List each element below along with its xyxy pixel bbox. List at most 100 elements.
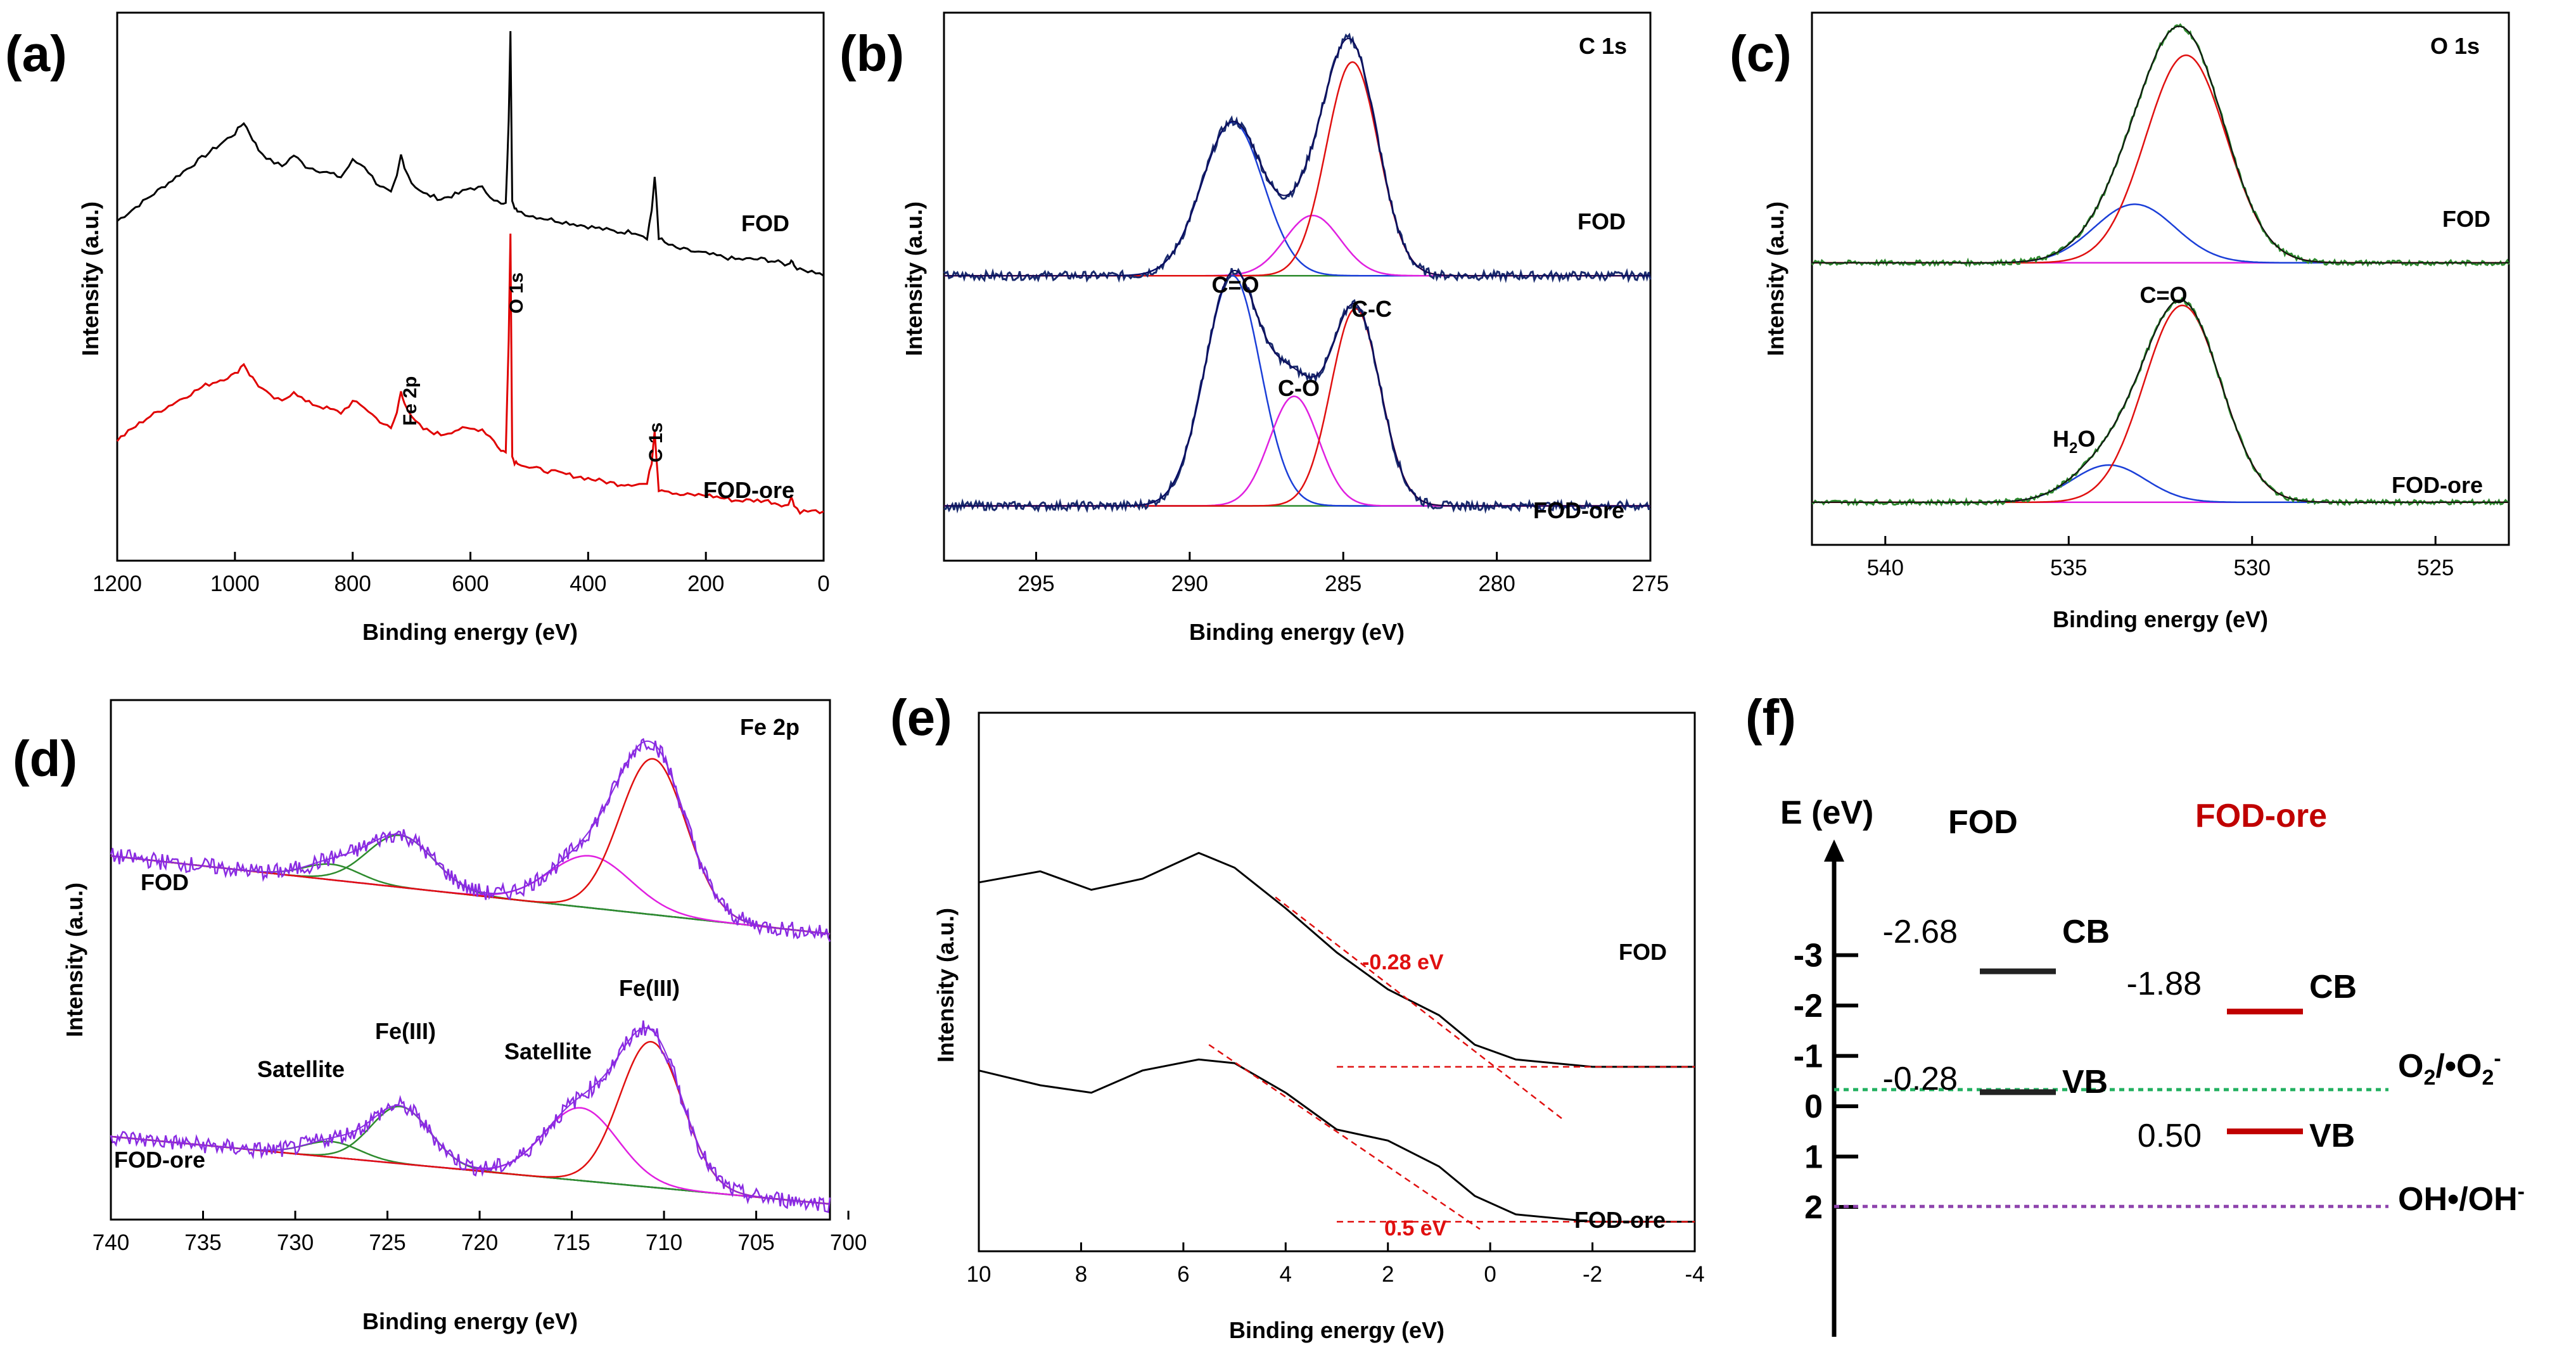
redox-oh-base: OH•/OH [2398, 1181, 2518, 1218]
panel-d-fit-envelope-fod-ore [110, 1027, 831, 1205]
panel-c-fit-envelope-fod-ore [1812, 299, 2509, 503]
panel-e-letter: (e) [890, 689, 952, 746]
panel-e-x-label: Binding energy (eV) [1229, 1317, 1444, 1343]
panel-f-energy-axis: -3 -2 -1 0 1 2 [1794, 839, 1858, 1337]
panel-e-edge-label-fod: -0.28 eV [1362, 950, 1444, 974]
panel-b-series-label-fod: FOD [1578, 208, 1626, 234]
panel-c-water-sub: 2 [2069, 440, 2077, 457]
panel-f-fod-cb-label: CB [2062, 914, 2110, 950]
panel-e-tangent-fod [1275, 896, 1562, 1119]
panel-d-x-tick-label: 720 [461, 1230, 498, 1255]
panel-a-peak-label-fe2p: Fe 2p [400, 376, 421, 426]
panel-d-series [110, 737, 831, 1213]
panel-b-x-tick-label: 280 [1478, 571, 1515, 596]
panel-f-fod-vb-value: -0.28 [1882, 1061, 1958, 1097]
panel-d-fit-envelope-fod [110, 740, 831, 934]
panel-b-x-tick-label: 295 [1017, 571, 1054, 596]
panel-e-x-tick-label: 6 [1177, 1262, 1189, 1287]
panel-c-y-label: Intensity (a.u.) [1763, 201, 1789, 356]
panel-c-corner-label: O 1s [2430, 33, 2480, 59]
panel-d-x-tick-label: 715 [553, 1230, 590, 1255]
panel-d-x-tick-label: 725 [369, 1230, 405, 1255]
panel-d-line-fod-ore [110, 1020, 831, 1213]
panel-b-fit-peak-fod [944, 214, 1650, 277]
panel-d-x-tick-label: 735 [184, 1230, 221, 1255]
panel-f-tick-label: 2 [1804, 1189, 1823, 1226]
panel-d-frame [110, 699, 831, 1221]
panel-d-fit-peak-fod-ore [110, 1107, 831, 1205]
panel-f-levels [1834, 968, 2388, 1208]
panel-d-peak-label-satellite-2: Satellite [504, 1038, 592, 1064]
panel-a-line-fod [117, 31, 824, 277]
panel-a-x-tick-label: 1200 [92, 571, 142, 596]
panel-d-x-tick-label: 710 [646, 1230, 682, 1255]
panel-d-x-label: Binding energy (eV) [362, 1308, 578, 1334]
panel-f-tick-label: -2 [1794, 988, 1823, 1024]
panel-c-series [1811, 23, 2510, 507]
panel-f-axis-label: E (eV) [1780, 794, 1873, 831]
panel-f-tick-label: -1 [1794, 1038, 1823, 1075]
panel-f-column-fod: FOD [1948, 804, 2018, 841]
panel-b: (b) 295 290 285 280 275 C 1s Intensity (a.u.… [839, 11, 1669, 645]
panel-d-x-tick-label: 730 [277, 1230, 314, 1255]
panel-d-x-tick-label: 705 [737, 1230, 774, 1255]
panel-d-corner-label: Fe 2p [740, 714, 800, 740]
panel-f-fod-cb-value: -2.68 [1882, 914, 1958, 950]
panel-f-letter: (f) [1745, 689, 1796, 746]
panel-c-line-fod [1811, 23, 2510, 268]
panel-a-x-tick-label: 0 [817, 571, 829, 596]
panel-e-x-tick-label: 4 [1280, 1262, 1292, 1287]
panel-e-y-label: Intensity (a.u.) [933, 908, 959, 1062]
panel-e-tangent-fod-ore [1208, 1043, 1481, 1230]
panel-c-peak-label-water: H2O [2053, 426, 2095, 457]
panel-b-x-label: Binding energy (eV) [1189, 619, 1405, 645]
redox-oh-sup: - [2518, 1180, 2525, 1204]
panel-f-axis-arrowhead [1824, 839, 1844, 862]
redox-o2-sub2: 2 [2482, 1066, 2494, 1090]
panel-d-peak-label-fe3-2: Fe(III) [619, 975, 680, 1001]
panel-b-peak-label-c-c: C-C [1351, 296, 1392, 322]
panel-d-letter: (d) [13, 730, 77, 787]
panel-b-corner-label: C 1s [1579, 33, 1627, 59]
panel-f-ore-vb-value: 0.50 [2138, 1118, 2202, 1154]
panel-d: (d) 740 735 730 725 720 715 710 705 700 Fe 2p In… [13, 699, 867, 1334]
panel-a-x-label: Binding energy (eV) [362, 619, 578, 645]
panel-f-redox-o2: O2/•O2- [2398, 1047, 2501, 1090]
panel-a-peak-label-c1s: C 1s [646, 423, 666, 462]
panel-f-ore-vb-label: VB [2309, 1118, 2355, 1154]
panel-a-series-label-fod: FOD [741, 210, 789, 236]
panel-c-water-h: H [2053, 426, 2069, 452]
panel-b-series [943, 32, 1652, 514]
panel-b-x-tick-label: 290 [1171, 571, 1208, 596]
panel-c-x-tick-label: 525 [2417, 556, 2454, 580]
panel-c-series-label-fod: FOD [2442, 206, 2490, 232]
panel-c-frame [1811, 11, 2510, 546]
panel-f-ore-cb-label: CB [2309, 969, 2357, 1005]
panel-a-x-tick-label: 400 [570, 571, 606, 596]
panel-a-x-ticks: 1200 1000 800 600 400 200 0 [92, 552, 830, 596]
panel-d-series-label-fod: FOD [141, 869, 189, 895]
panel-f-tick-label: -3 [1794, 938, 1823, 974]
panel-e-x-tick-label: 8 [1075, 1262, 1087, 1287]
panel-b-peak-label-c-o: C-O [1278, 375, 1320, 401]
panel-a-line-fod-ore [116, 233, 824, 515]
panel-c-fit-envelope-fod [1812, 25, 2509, 264]
panel-a-series [116, 31, 824, 515]
panel-c-water-o: O [2077, 426, 2095, 452]
panel-e-x-tick-label: -4 [1685, 1262, 1704, 1287]
redox-o2-sup: - [2494, 1047, 2501, 1071]
panel-a: (a) 1200 1000 800 600 400 200 0 Intensity (a.u… [5, 11, 830, 645]
panel-c-fit-peak-fod [1812, 54, 2509, 264]
panel-a-x-tick-label: 200 [687, 571, 724, 596]
panel-a-series-label-fod-ore: FOD-ore [703, 477, 794, 503]
panel-c-x-tick-label: 540 [1867, 556, 1904, 580]
panel-e-series [978, 851, 1695, 1230]
panel-b-x-tick-label: 285 [1325, 571, 1361, 596]
panel-d-x-ticks: 740 735 730 725 720 715 710 705 700 [92, 1211, 867, 1255]
panel-e-line-fod [978, 851, 1695, 1068]
redox-o2-mid: /•O [2435, 1048, 2482, 1085]
panel-a-x-tick-label: 800 [334, 571, 371, 596]
panel-e-x-tick-label: 10 [967, 1262, 992, 1287]
panel-e-series-label-fod-ore: FOD-ore [1574, 1207, 1666, 1233]
